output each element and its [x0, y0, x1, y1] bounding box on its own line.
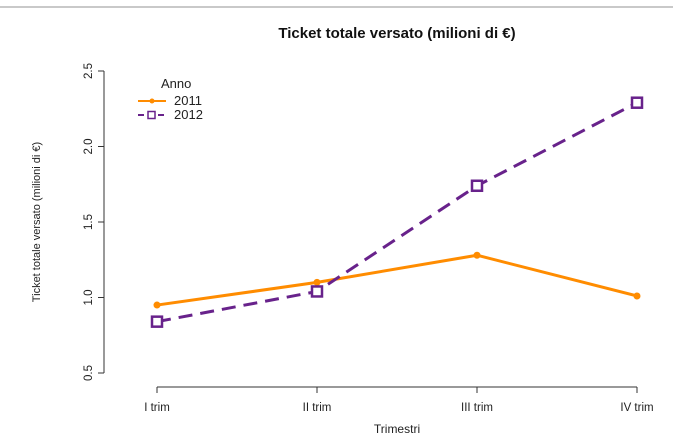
y-axis-title: Ticket totale versato (milioni di €)	[31, 142, 43, 302]
top-strip	[0, 0, 673, 8]
legend-marker	[149, 98, 155, 104]
data-point	[153, 301, 161, 309]
legend-marker	[147, 110, 156, 120]
series-line-2012	[156, 101, 638, 324]
data-point	[633, 292, 641, 300]
series-2012	[150, 96, 644, 328]
x-tick-label: II trim	[303, 402, 332, 414]
x-ticks: I trim II trim III trim IV trim	[144, 387, 654, 414]
x-tick-label: IV trim	[620, 402, 653, 414]
data-point	[470, 179, 484, 193]
legend-label: 2012	[174, 107, 203, 122]
y-tick-label: 1.0	[83, 290, 95, 306]
y-ticks: 0.5 1.0 1.5 2.0 2.5	[83, 63, 104, 381]
data-point	[473, 251, 481, 259]
legend-entry-2012: 2012	[138, 107, 203, 122]
data-point	[630, 96, 644, 109]
y-tick-label: 0.5	[83, 365, 95, 381]
data-point	[150, 315, 164, 328]
legend-title: Anno	[161, 76, 191, 91]
y-tick-label: 1.5	[83, 214, 95, 230]
chart-title: Ticket totale versato (milioni di €)	[278, 25, 515, 42]
y-tick-label: 2.0	[83, 139, 95, 155]
top-divider	[0, 6, 673, 8]
y-tick-label: 2.5	[83, 63, 95, 79]
x-axis-title: Trimestri	[374, 422, 420, 436]
legend-entry-2011: 2011	[138, 93, 202, 108]
series-layer	[150, 96, 644, 328]
x-tick-label: I trim	[144, 402, 170, 414]
data-point	[310, 285, 324, 298]
series-2011	[153, 251, 641, 309]
data-point	[313, 278, 321, 286]
legend-label: 2011	[174, 93, 202, 108]
series-line-2011	[156, 253, 638, 307]
x-tick-label: III trim	[461, 402, 493, 414]
